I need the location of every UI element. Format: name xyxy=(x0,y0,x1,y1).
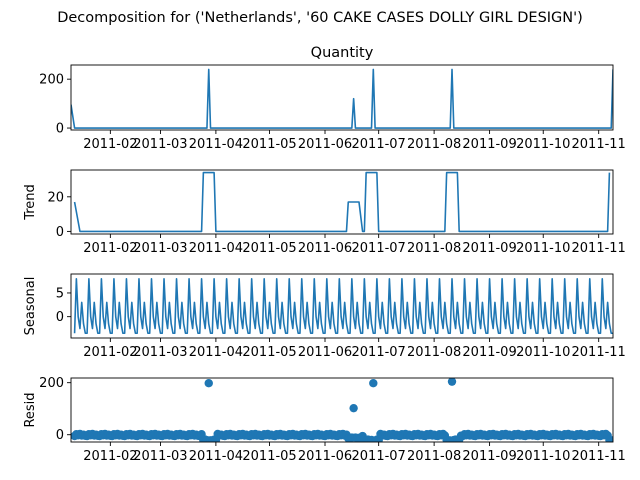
x-tick-label: 2011-02 xyxy=(83,449,137,464)
plot-area xyxy=(71,378,613,442)
x-tick-label: 2011-08 xyxy=(407,449,461,464)
x-tick-label: 2011-07 xyxy=(352,345,406,360)
x-tick-label: 2011-03 xyxy=(133,345,187,360)
y-tick-label: 20 xyxy=(47,190,64,205)
axes-frame xyxy=(70,64,614,131)
seasonal-line xyxy=(73,277,613,335)
x-tick-label: 2011-04 xyxy=(189,241,243,256)
y-tick-label: 200 xyxy=(39,376,64,391)
x-tick-label: 2011-10 xyxy=(516,241,570,256)
y-tick-label: 200 xyxy=(39,73,64,88)
x-tick-label: 2011-05 xyxy=(242,449,296,464)
x-tick-label: 2011-09 xyxy=(462,241,516,256)
x-tick-label: 2011-06 xyxy=(298,241,352,256)
resid-point xyxy=(369,379,378,388)
x-tick-label: 2011-08 xyxy=(407,137,461,152)
x-tick-label: 2011-04 xyxy=(189,345,243,360)
x-tick-label: 2011-05 xyxy=(242,345,296,360)
x-tick-label: 2011-08 xyxy=(407,241,461,256)
y-tick-label: 0 xyxy=(56,310,64,325)
plot-area xyxy=(73,171,611,233)
plot-area xyxy=(71,68,613,129)
x-tick-label: 2011-07 xyxy=(352,137,406,152)
x-tick-label: 2011-09 xyxy=(462,449,516,464)
panel-title: Quantity xyxy=(311,45,374,61)
x-tick-label: 2011-02 xyxy=(83,345,137,360)
x-tick-label: 2011-04 xyxy=(189,137,243,152)
y-axis-label: Trend xyxy=(23,184,38,221)
quantity-line xyxy=(71,68,613,129)
x-tick-label: 2011-03 xyxy=(133,241,187,256)
x-tick-label: 2011-11 xyxy=(572,241,626,256)
x-tick-label: 2011-11 xyxy=(572,449,626,464)
y-axis-label: Resid xyxy=(23,392,38,427)
x-tick-label: 2011-05 xyxy=(242,241,296,256)
x-tick-label: 2011-08 xyxy=(407,345,461,360)
x-tick-label: 2011-07 xyxy=(352,241,406,256)
axes-frame xyxy=(70,169,614,235)
axes-frame xyxy=(70,377,614,443)
x-tick-label: 2011-11 xyxy=(572,137,626,152)
y-axis-label: Seasonal xyxy=(23,277,38,336)
x-tick-label: 2011-10 xyxy=(516,137,570,152)
x-tick-label: 2011-02 xyxy=(83,241,137,256)
y-tick-label: 5 xyxy=(56,286,64,301)
y-tick-label: 0 xyxy=(56,225,64,240)
resid-point xyxy=(349,403,358,413)
x-tick-label: 2011-06 xyxy=(298,449,352,464)
x-tick-label: 2011-06 xyxy=(298,137,352,152)
x-tick-label: 2011-05 xyxy=(242,137,296,152)
figure-title: Decomposition for ('Netherlands', '60 CA… xyxy=(57,10,583,26)
x-tick-label: 2011-02 xyxy=(83,137,137,152)
x-tick-label: 2011-04 xyxy=(189,449,243,464)
axes-frame xyxy=(70,273,614,339)
x-tick-label: 2011-03 xyxy=(133,449,187,464)
x-tick-label: 2011-11 xyxy=(572,345,626,360)
x-tick-label: 2011-10 xyxy=(516,449,570,464)
x-tick-label: 2011-09 xyxy=(462,345,516,360)
trend-line xyxy=(73,171,611,233)
x-tick-label: 2011-07 xyxy=(352,449,406,464)
x-tick-label: 2011-10 xyxy=(516,345,570,360)
y-tick-label: 0 xyxy=(56,428,64,443)
x-tick-label: 2011-03 xyxy=(133,137,187,152)
resid-point xyxy=(608,436,613,442)
x-tick-label: 2011-06 xyxy=(298,345,352,360)
y-tick-label: 0 xyxy=(56,122,64,137)
plot-area xyxy=(73,277,613,335)
x-tick-label: 2011-09 xyxy=(462,137,516,152)
resid-point xyxy=(204,379,213,388)
resid-point xyxy=(447,378,457,386)
